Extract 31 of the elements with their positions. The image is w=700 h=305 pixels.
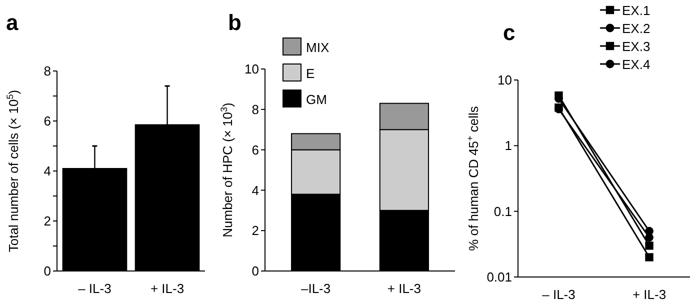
x-tick-label: – IL-3 [78, 281, 112, 296]
y-tick-label: 0.01 [486, 270, 512, 285]
legend-label: EX.4 [622, 57, 650, 72]
legend-label: EX.2 [622, 21, 650, 36]
y-tick-label: 6 [44, 114, 51, 129]
legend-label: EX.1 [622, 3, 650, 18]
legend-label: GM [306, 92, 327, 107]
x-tick-label: – IL-3 [542, 287, 576, 302]
legend-label: MIX [306, 40, 330, 55]
y-tick-label: 8 [44, 64, 51, 79]
y-tick-label: 1 [504, 138, 512, 154]
y-tick-label: 0.1 [494, 204, 512, 219]
x-tick-label: –IL-3 [300, 281, 331, 296]
chart-title: c [503, 20, 516, 45]
y-tick-label: 2 [44, 214, 51, 229]
x-tick-label: + IL-3 [632, 287, 666, 302]
y-tick-label: 4 [44, 164, 51, 179]
y-tick-label: 4 [252, 182, 259, 198]
y-tick-label: 8 [252, 102, 259, 117]
legend-label: EX.3 [622, 39, 650, 54]
x-tick-label: + IL-3 [150, 281, 184, 296]
y-tick-label: 10 [244, 62, 259, 77]
y-tick-label: 0 [252, 264, 259, 279]
y-tick-label: 6 [252, 142, 259, 158]
y-tick-label: 2 [252, 223, 259, 238]
legend-label: E [306, 66, 315, 81]
y-tick-label: 10 [498, 72, 512, 88]
x-tick-label: + IL-3 [387, 281, 421, 296]
y-tick-label: 0 [44, 264, 51, 279]
chart-title: b [228, 10, 242, 35]
chart-title: a [6, 10, 19, 35]
